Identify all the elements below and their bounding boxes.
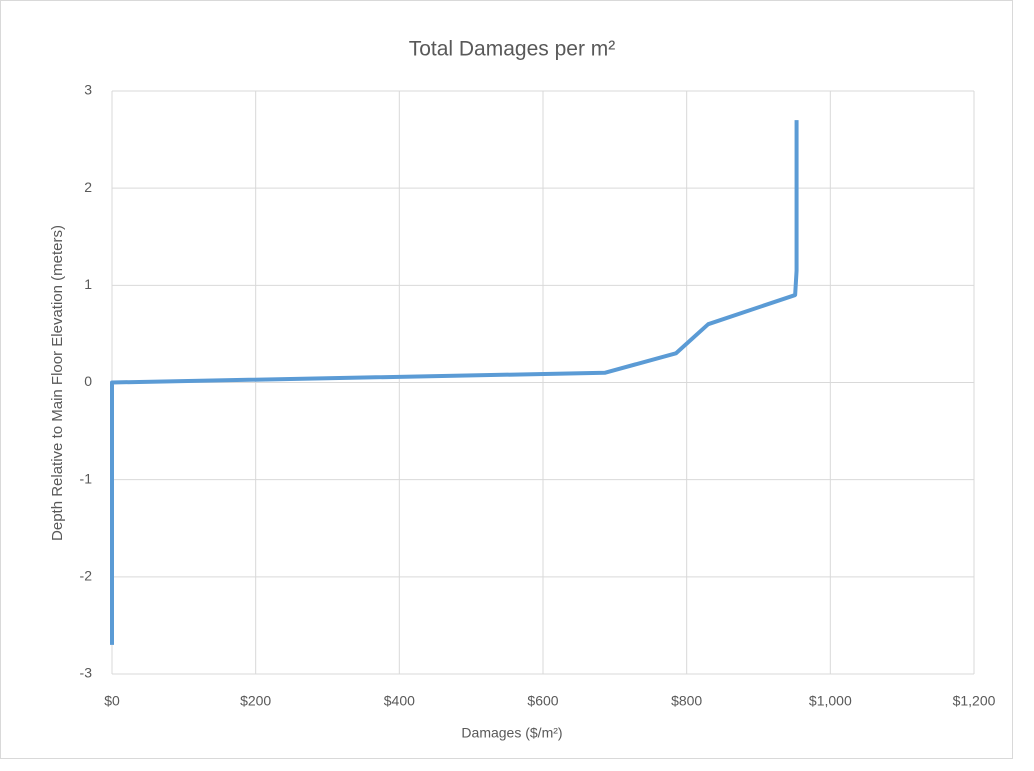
y-tick-label: 0 (84, 373, 92, 389)
y-tick-label: -3 (80, 665, 93, 681)
chart-frame (0, 0, 1013, 759)
y-tick-label: 3 (84, 82, 92, 98)
y-tick-label: -2 (80, 568, 93, 584)
x-tick-label: $1,000 (809, 693, 852, 709)
y-tick-label: 1 (84, 276, 92, 292)
x-axis-label: Damages ($/m²) (461, 725, 562, 741)
data-line (110, 120, 799, 645)
y-axis-label: Depth Relative to Main Floor Elevation (… (49, 225, 66, 541)
y-tick-label: 2 (84, 179, 92, 195)
y-tick-label: -1 (80, 470, 93, 486)
x-tick-label: $0 (104, 693, 120, 709)
x-tick-label: $800 (671, 693, 702, 709)
x-tick-label: $1,200 (953, 693, 996, 709)
x-tick-label: $400 (384, 693, 415, 709)
x-tick-label: $600 (527, 693, 558, 709)
x-tick-label: $200 (240, 693, 271, 709)
chart-title: Total Damages per m² (409, 38, 616, 61)
